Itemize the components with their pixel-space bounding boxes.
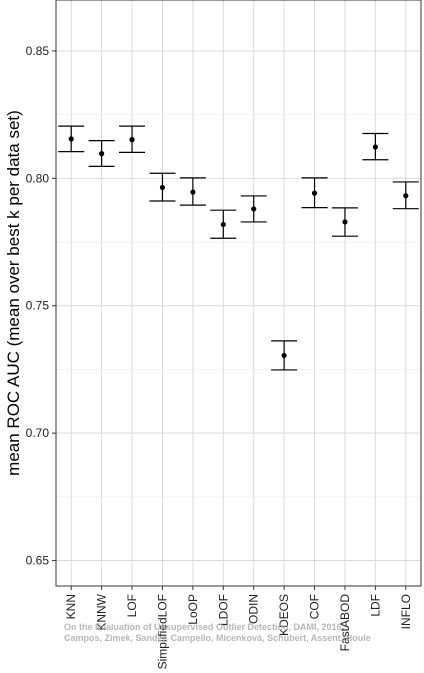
grid-major-lines [56, 0, 421, 586]
error-bar-KDEOS [271, 340, 298, 371]
watermark: On the Evaluation of Unsupervised Outlie… [64, 622, 371, 643]
plot-panel [56, 0, 421, 586]
error-bar-LOF [119, 125, 146, 153]
y-tick-label: 0.80 [26, 171, 50, 185]
x-tick-label-KNNW: KNNW [95, 593, 109, 630]
data-point-LoOP [190, 189, 196, 195]
data-point-INFLO [403, 193, 409, 199]
plot-border [55, 0, 422, 587]
error-bar-ODIN [240, 195, 267, 223]
y-axis: 0.65 0.70 0.75 0.80 0.85 [26, 44, 56, 568]
x-tick-label-KNN: KNN [64, 594, 78, 619]
error-bar-marks [58, 125, 419, 371]
x-tick-label-LDF: LDF [368, 594, 382, 617]
data-point-COF [311, 190, 318, 196]
data-point-LDOF [220, 221, 226, 228]
data-point-LOF [129, 137, 135, 143]
error-bar-FastABOD [331, 207, 358, 237]
x-tick-label-COF: COF [308, 594, 322, 619]
y-tick-label: 0.75 [26, 299, 50, 313]
x-tick-label-KDEOS: KDEOS [277, 594, 291, 636]
error-bar-LDOF [210, 209, 237, 239]
y-tick-label: 0.85 [26, 44, 50, 58]
x-tick-label-LoOP: LoOP [186, 594, 200, 625]
x-tick-label-SimplifiedLOF: SimplifiedLOF [155, 594, 169, 669]
x-tick-label-FastABOD: FastABOD [338, 594, 352, 652]
data-point-KDEOS [281, 352, 287, 359]
error-bar-INFLO [392, 181, 419, 210]
data-point-LDF [372, 144, 378, 150]
error-bar-COF [301, 177, 328, 209]
error-bar-LDF [362, 132, 389, 161]
error-bar-LoOP [179, 177, 206, 206]
data-point-ODIN [251, 206, 257, 212]
watermark-line-2: Campos, Zimek, Sander, Campello, Micenko… [64, 633, 371, 643]
x-tick-label-INFLO: INFLO [399, 594, 413, 629]
x-tick-label-LDOF: LDOF [216, 594, 230, 626]
data-point-SimplifiedLOF [159, 184, 166, 191]
y-tick-label: 0.70 [26, 426, 50, 440]
data-point-FastABOD [342, 219, 348, 225]
x-tick-label-LOF: LOF [125, 594, 139, 617]
x-axis: KNN KNNW LOF SimplifiedLOF LoOP LDOF ODIN KDEOS… [64, 586, 413, 669]
error-bar-KNNW [88, 140, 115, 167]
grid-minor-lines [56, 114, 421, 498]
data-point-KNNW [99, 151, 105, 157]
y-tick-label: 0.65 [26, 554, 50, 568]
error-bar-SimplifiedLOF [149, 172, 176, 202]
x-tick-label-ODIN: ODIN [247, 594, 261, 624]
y-axis-title: mean ROC AUC (mean over best k per data … [4, 110, 23, 476]
data-point-KNN [68, 136, 74, 142]
watermark-line-1: On the Evaluation of Unsupervised Outlie… [64, 622, 342, 632]
error-bar-KNN [58, 125, 85, 153]
